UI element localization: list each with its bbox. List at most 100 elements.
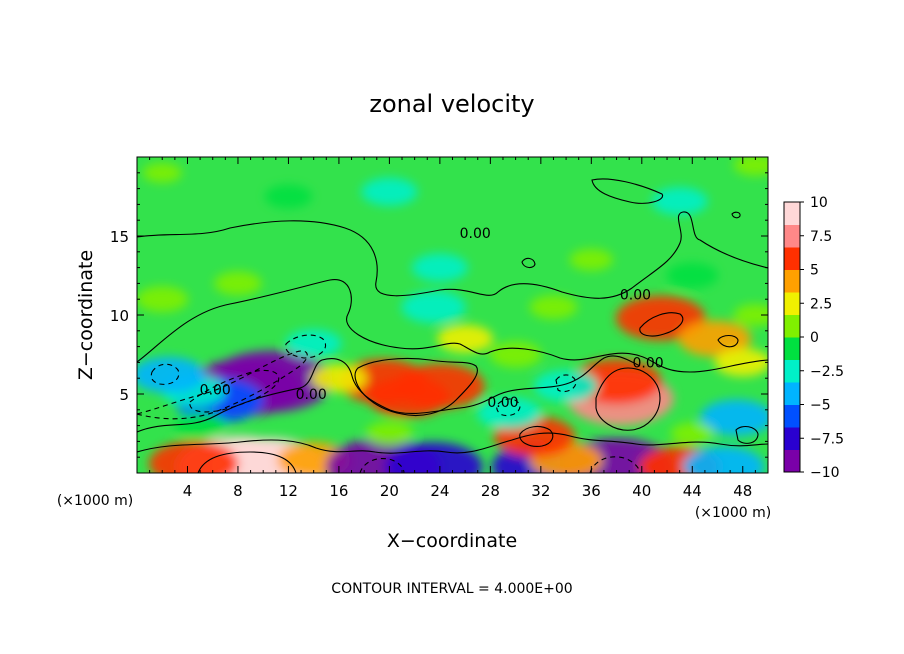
field-feature-42 <box>670 422 714 445</box>
contour-tiny-2 <box>735 425 759 444</box>
field-feature-23 <box>615 295 706 341</box>
contour-bottom-dash <box>359 457 405 473</box>
contour-interval-footer: CONTOUR INTERVAL = 4.000E+00 <box>331 581 572 597</box>
contour-bottom-heat <box>197 451 297 473</box>
contour-tiny-3 <box>717 334 739 348</box>
colorbar-tick-label-3: 2.5 <box>810 296 832 312</box>
colorbar-swatch-2 <box>784 404 800 428</box>
field-feature-11 <box>384 442 483 473</box>
field-feature-41 <box>365 421 414 446</box>
contour-positive-small <box>519 425 554 447</box>
field-feature-27 <box>533 370 599 403</box>
y-axis: 5 10 15 <box>110 172 768 458</box>
contour-positive-right <box>595 367 661 431</box>
field-feature-34 <box>137 286 189 313</box>
field-feature-4 <box>285 329 342 358</box>
colorbar-tick-label-7: −7.5 <box>810 431 844 447</box>
colorbar: 10 7.5 5 2.5 0 −2.5 −5 −7.5 −10 <box>783 195 844 481</box>
contour-label-1: 0.00 <box>460 226 491 242</box>
y-tick-label-5: 5 <box>119 386 129 404</box>
chart-title: zonal velocity <box>369 90 534 118</box>
field-feature-5 <box>137 356 205 394</box>
contour-labels: 0.00 0.00 0.00 0.00 0.00 0.00 <box>200 226 664 411</box>
field-feature-47 <box>142 163 182 183</box>
contour-bottom-dash2 <box>589 456 641 473</box>
y-tick-label-15: 15 <box>110 228 129 246</box>
x-tick-label-24: 24 <box>430 482 449 500</box>
colorbar-tick-label-1: 7.5 <box>810 229 832 245</box>
y-axis-label: Z−coordinate <box>75 250 97 380</box>
contour-negative-right <box>496 398 521 417</box>
contour-positive-ne <box>639 312 684 337</box>
colorbar-tick-label-2: 5 <box>810 263 819 279</box>
contour-tiny-1 <box>521 257 536 269</box>
field-feature-35 <box>214 271 262 296</box>
field-feature-37 <box>437 324 494 353</box>
colorbar-swatch-10 <box>784 224 800 248</box>
colorbar-tick-label-5: −2.5 <box>810 364 844 380</box>
field-feature-39 <box>489 341 542 368</box>
x-tick-label-32: 32 <box>531 482 550 500</box>
field-feature-24 <box>678 320 752 357</box>
contour-label-4: 0.00 <box>620 287 651 303</box>
x-tick-label-36: 36 <box>582 482 601 500</box>
colorbar-swatch-9 <box>784 247 800 270</box>
colorbar-swatch-3 <box>784 382 800 405</box>
contour-top-blob <box>591 178 664 204</box>
contour-lines <box>137 178 768 473</box>
colorbar-swatch-5 <box>784 337 800 360</box>
contour-negative-left <box>150 363 180 385</box>
y-tick-label-10: 10 <box>110 307 129 325</box>
field-feature-40 <box>174 412 227 439</box>
x-tick-label-16: 16 <box>329 482 348 500</box>
x-tick-label-40: 40 <box>632 482 651 500</box>
contour-label-2: 0.00 <box>200 382 231 398</box>
field-feature-25 <box>714 348 768 377</box>
x-axis-label: X−coordinate <box>387 530 517 552</box>
field-feature-38 <box>310 364 367 393</box>
contour-negative-low <box>137 350 308 420</box>
x-tick-label-12: 12 <box>279 482 298 500</box>
field-feature-30 <box>411 253 468 282</box>
field-feature-26 <box>477 396 542 430</box>
colorbar-swatch-1 <box>784 427 800 450</box>
x-tick-label-28: 28 <box>481 482 500 500</box>
heatmap-field <box>137 157 768 473</box>
field-feature-33 <box>651 187 708 216</box>
colorbar-swatch-8 <box>784 269 800 293</box>
x-axis: 4 8 12 16 20 24 28 32 36 40 44 48 <box>149 157 756 500</box>
x-tick-label-4: 4 <box>183 482 193 500</box>
x-tick-label-48: 48 <box>733 482 752 500</box>
colorbar-swatch-11 <box>784 202 800 225</box>
field-feature-44 <box>666 262 719 289</box>
colorbar-tick-label-4: 0 <box>810 330 819 346</box>
contour-label-3: 0.00 <box>487 395 518 411</box>
field-feature-43 <box>569 248 614 271</box>
field-feature-32 <box>264 184 313 209</box>
x-tick-label-20: 20 <box>380 482 399 500</box>
field-feature-19 <box>367 376 449 418</box>
contour-negative-upper <box>285 334 326 359</box>
x-tick-label-8: 8 <box>233 482 243 500</box>
colorbar-tick-label-0: 10 <box>810 195 828 211</box>
field-feature-31 <box>361 177 418 206</box>
colorbar-swatch-7 <box>784 292 800 315</box>
field-feature-8 <box>149 441 239 473</box>
contour-zero-lower <box>137 355 641 433</box>
colorbar-swatch-0 <box>784 449 800 473</box>
field-feature-36 <box>529 295 578 319</box>
colorbar-swatch-4 <box>784 359 800 383</box>
contour-tiny-4 <box>731 211 741 219</box>
x-unit-right: (×1000 m) <box>695 505 771 521</box>
colorbar-tick-label-8: −10 <box>810 465 840 481</box>
x-unit-left: (×1000 m) <box>57 493 133 509</box>
contour-negative-vortex <box>189 369 280 413</box>
contour-zero-upper <box>137 211 768 299</box>
contour-label-0: 0.00 <box>296 387 327 403</box>
contour-zero-middle <box>137 279 768 373</box>
x-tick-label-44: 44 <box>683 482 702 500</box>
colorbar-swatch-6 <box>784 314 800 338</box>
contour-zero-bottom <box>137 432 768 454</box>
contour-label-5: 0.00 <box>633 355 664 371</box>
